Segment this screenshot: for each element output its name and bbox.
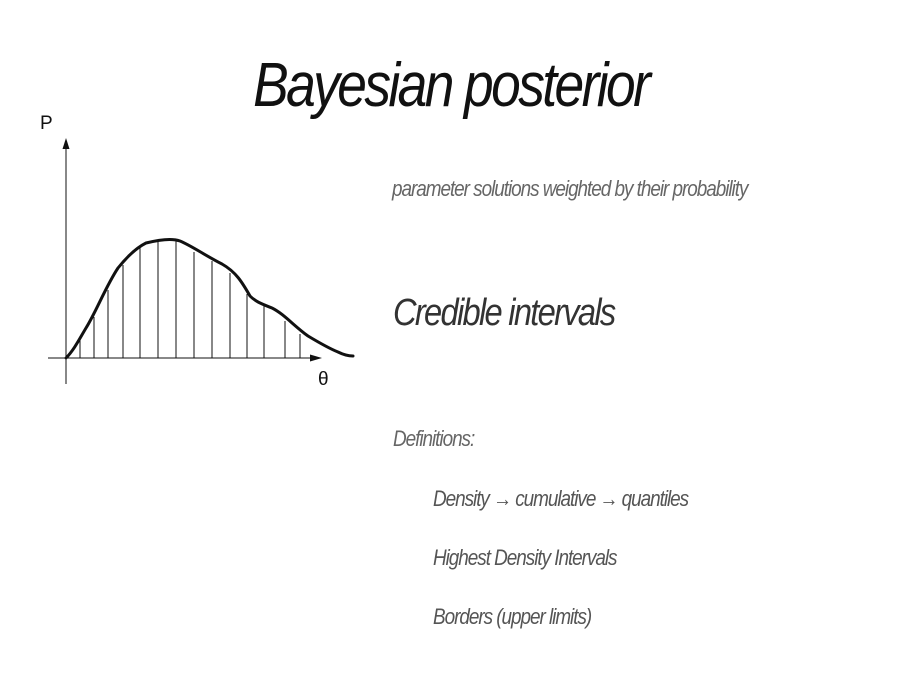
y-axis-arrow-icon xyxy=(62,138,70,149)
definition-item: Borders (upper limits) xyxy=(433,604,592,629)
slide-title: Bayesian posterior xyxy=(253,51,651,120)
section-heading: Credible intervals xyxy=(393,292,616,334)
definition-item: Density → cumulative → quantiles xyxy=(433,486,689,511)
definition-item: Highest Density Intervals xyxy=(433,545,617,570)
x-axis-arrow-icon xyxy=(310,354,322,362)
hatch-lines xyxy=(79,241,301,358)
subtitle: parameter solutions weighted by their pr… xyxy=(392,176,748,201)
definitions-label: Definitions: xyxy=(393,426,475,451)
x-axis-label: θ xyxy=(318,369,329,390)
posterior-curve xyxy=(64,238,355,360)
y-axis-label: P xyxy=(40,113,53,134)
